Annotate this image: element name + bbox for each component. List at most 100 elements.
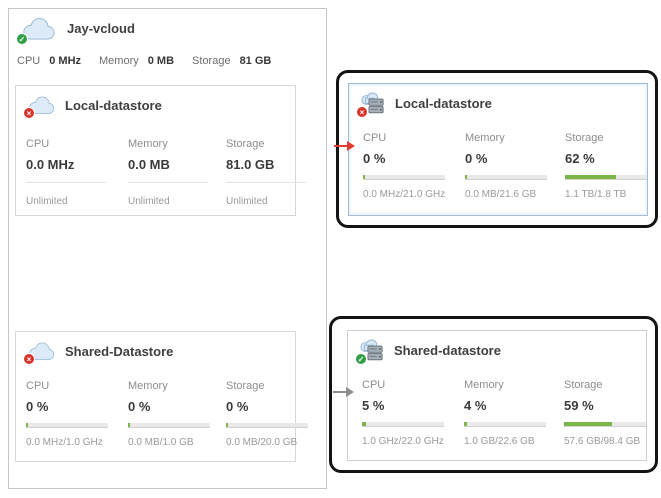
datastore-cloud-icon: × [23,340,56,365]
column-label: Storage [226,138,265,150]
storage-progress-bar [565,175,647,180]
progress-fill [464,422,468,426]
panel-title: Local-datastore [395,96,492,111]
progress-fill [363,175,365,179]
column-label: Memory [464,379,504,391]
column-usage: 0.0 MHz/21.0 GHz [363,189,446,200]
storage-column: Storage 0 % 0.0 MB/20.0 GB [226,380,316,448]
panel-title: Local-datastore [65,97,162,113]
column-value: 0 % [26,399,49,414]
cpu-progress-bar [363,175,445,180]
progress-fill [26,423,28,427]
column-value: 5 % [362,398,385,413]
column-usage: 57.6 GB/98.4 GB [564,436,641,447]
datastore-panel-local-allocation[interactable]: × Local-datastore CPU 0.0 MHz Unlimited … [15,85,306,216]
column-limit: Unlimited [26,196,68,207]
panel-title: Shared-Datastore [65,343,174,359]
column-label: Memory [465,132,505,144]
column-usage: 1.1 TB/1.8 TB [565,189,627,200]
stat-cpu-value: 0 MHz [49,55,82,67]
column-label: CPU [363,132,387,144]
progress-fill [226,423,228,427]
datastore-cloud-icon: × [23,94,56,119]
gray-arrow [333,387,354,397]
provider-cloud-icon: ✓ [16,15,57,45]
divider [226,182,306,183]
memory-column: Memory 4 % 1.0 GB/22.6 GB [464,379,554,447]
column-value: 0 % [465,151,488,166]
column-usage: 1.0 GHz/22.0 GHz [362,436,444,447]
provider-header: ✓ Jay-vcloud [16,15,135,45]
column-value: 0 % [226,399,249,414]
status-error-icon: × [23,353,35,365]
cpu-progress-bar [362,422,444,427]
progress-fill [362,422,367,426]
storage-progress-bar [564,422,646,427]
panel-header: × Shared-Datastore [23,340,174,365]
provider-vdc-box: ✓ Jay-vcloud CPU 0 MHz Memory 0 MB Stora… [8,8,327,489]
storage-progress-bar [226,423,308,428]
column-usage: 0.0 MB/21.6 GB [465,189,537,200]
datastore-icon: ✓ [355,339,385,365]
column-label: CPU [26,138,50,150]
panel-header: × Local-datastore [356,92,492,118]
divider [128,182,208,183]
memory-progress-bar [128,423,210,428]
status-ok-icon: ✓ [355,353,367,365]
storage-column: Storage 62 % 1.1 TB/1.8 TB [565,132,655,200]
provider-title: Jay-vcloud [67,21,135,36]
provider-stats: CPU 0 MHz Memory 0 MB Storage 81 GB [17,55,271,67]
panel-title: Shared-datastore [394,343,501,358]
divider [26,182,106,183]
datastore-panel-shared-allocation[interactable]: × Shared-Datastore CPU 0 % 0.0 MHz/1.0 G… [15,331,308,462]
status-error-icon: × [23,107,35,119]
column-label: Storage [226,380,265,392]
status-error-icon: × [356,106,368,118]
memory-progress-bar [465,175,547,180]
progress-fill [465,175,467,179]
red-arrow [334,141,355,151]
datastore-panel-local-usage[interactable]: × Local-datastore CPU 0 % 0.0 MHz/21.0 G… [348,83,648,216]
column-value: 0.0 MHz [26,157,75,172]
stat-memory-value: 0 MB [147,55,175,67]
progress-fill [564,422,613,426]
highlight-outline-local [336,70,658,228]
column-value: 4 % [464,398,487,413]
column-value: 0.0 MB [128,157,170,172]
column-usage: 0.0 MHz/1.0 GHz [26,437,103,448]
panel-header: ✓ Shared-datastore [355,339,501,365]
column-value: 62 % [565,151,595,166]
stat-cpu: CPU 0 MHz [17,55,81,67]
progress-fill [128,423,130,427]
column-value: 81.0 GB [226,157,275,172]
datastore-icon: × [356,92,386,118]
memory-column: Memory 0 % 0.0 MB/21.6 GB [465,132,555,200]
progress-fill [565,175,616,179]
column-label: Storage [564,379,603,391]
cpu-column: CPU 0 % 0.0 MHz/21.0 GHz [363,132,453,200]
storage-column: Storage 59 % 57.6 GB/98.4 GB [564,379,654,447]
column-value: 0 % [128,399,151,414]
highlight-outline-shared [329,316,658,473]
memory-column: Memory 0.0 MB Unlimited [128,138,218,207]
cpu-progress-bar [26,423,108,428]
column-label: Storage [565,132,604,144]
panel-header: × Local-datastore [23,94,162,119]
stat-storage-label: Storage [192,55,231,67]
column-value: 0 % [363,151,386,166]
stat-storage: Storage 81 GB [192,55,271,67]
column-limit: Unlimited [226,196,268,207]
column-limit: Unlimited [128,196,170,207]
column-label: CPU [362,379,386,391]
column-usage: 0.0 MB/1.0 GB [128,437,194,448]
column-label: Memory [128,138,168,150]
column-usage: 0.0 MB/20.0 GB [226,437,298,448]
memory-progress-bar [464,422,546,427]
column-label: Memory [128,380,168,392]
cpu-column: CPU 0.0 MHz Unlimited [26,138,116,207]
memory-column: Memory 0 % 0.0 MB/1.0 GB [128,380,218,448]
stat-cpu-label: CPU [17,55,41,67]
datastore-panel-shared-usage[interactable]: ✓ Shared-datastore CPU 5 % 1.0 GHz/22.0 … [347,330,647,461]
stat-memory: Memory 0 MB [99,55,174,67]
